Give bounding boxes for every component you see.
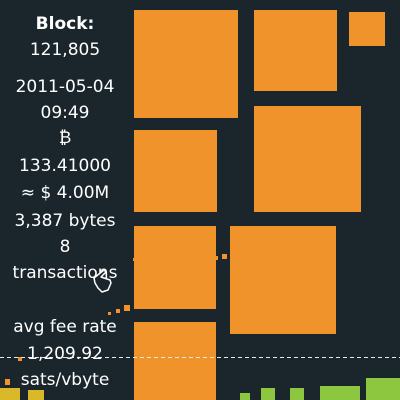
tx-block[interactable] — [134, 226, 216, 309]
tx-block[interactable] — [134, 10, 238, 118]
tx-block[interactable] — [230, 226, 336, 334]
tx-block-low-fee[interactable] — [28, 390, 44, 400]
bitcoin-symbol: ₿ — [58, 128, 72, 148]
tx-block-low-fee[interactable] — [0, 388, 20, 400]
block-reward: 133.41000 — [19, 156, 111, 176]
tx-count-label: transactions — [12, 263, 118, 283]
tx-block-low-fee[interactable] — [366, 378, 400, 400]
tx-block[interactable] — [254, 10, 337, 91]
hand-pointer-icon — [93, 269, 112, 293]
tx-block-low-fee[interactable] — [290, 388, 304, 400]
tx-block-low-fee[interactable] — [240, 393, 250, 400]
block-date: 2011-05-04 — [15, 77, 115, 97]
block-size: 3,387 bytes — [14, 211, 116, 231]
tx-block[interactable] — [134, 130, 217, 212]
fee-rate-value: 1,209.92 — [27, 344, 103, 364]
tx-block-low-fee[interactable] — [261, 388, 275, 400]
tx-block-low-fee[interactable] — [320, 386, 360, 400]
block-time: 09:49 — [40, 103, 90, 123]
block-height: 121,805 — [29, 40, 101, 60]
block-usd-value: ≈ $ 4.00M — [20, 183, 110, 203]
fee-rate-label: avg fee rate — [13, 317, 117, 337]
tx-count: 8 — [59, 237, 71, 257]
fee-rate-unit: sats/vbyte — [20, 370, 110, 390]
tx-block[interactable] — [134, 322, 216, 400]
small-tx-dots — [5, 116, 316, 385]
block-label: Block: — [35, 14, 95, 34]
tx-block[interactable] — [349, 12, 385, 46]
